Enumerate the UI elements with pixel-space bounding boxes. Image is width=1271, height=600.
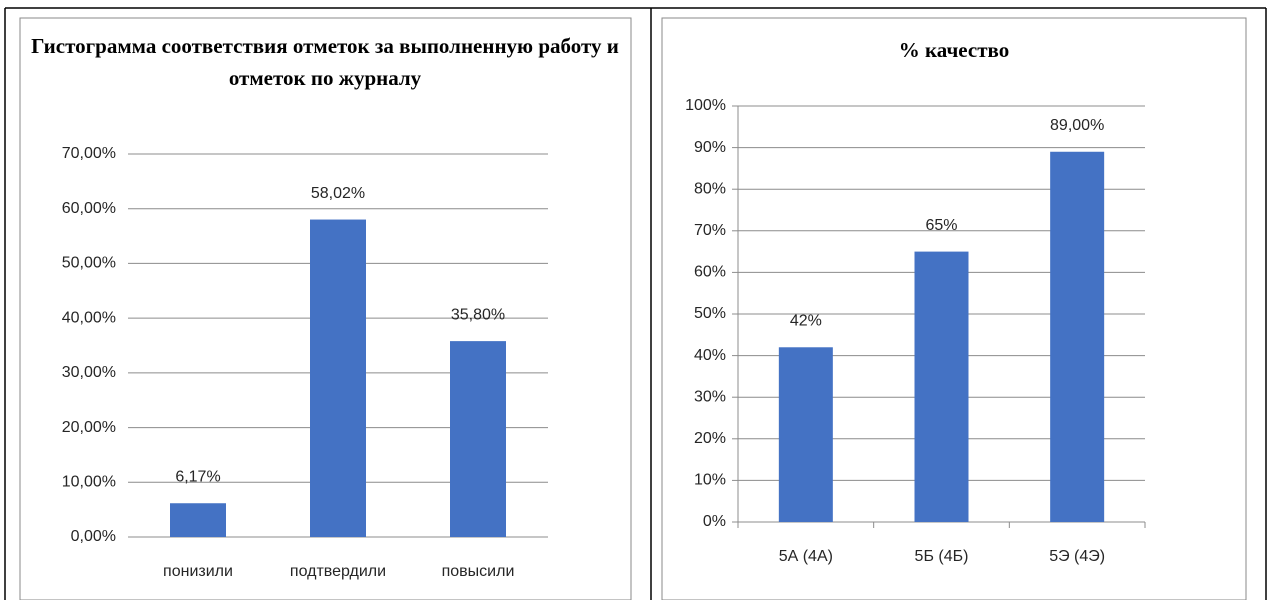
chart-title-box: Гистограмма соответствия отметок за выпо… xyxy=(31,34,619,90)
chart-title: Гистограмма соответствия отметок за выпо… xyxy=(31,34,619,90)
chart-frame xyxy=(661,17,1247,600)
y-tick-label: 10% xyxy=(694,472,726,489)
chart-title: % качество xyxy=(898,38,1010,62)
x-tick-label: 5Б (4Б) xyxy=(915,548,969,565)
y-tick-label: 0,00% xyxy=(71,528,116,545)
y-tick-label: 60% xyxy=(694,264,726,281)
y-tick-label: 20% xyxy=(694,430,726,447)
bar xyxy=(450,341,506,537)
chart-frame xyxy=(19,17,632,600)
y-tick-label: 70,00% xyxy=(62,145,116,162)
y-tick-label: 30,00% xyxy=(62,364,116,381)
y-tick-label: 10,00% xyxy=(62,474,116,491)
chart-title-box: % качество xyxy=(898,38,1010,62)
y-tick-label: 40,00% xyxy=(62,309,116,326)
x-tick-label: понизили xyxy=(163,563,233,580)
data-label: 6,17% xyxy=(175,468,220,485)
x-tick-label: повысили xyxy=(442,563,515,580)
y-tick-label: 90% xyxy=(694,139,726,156)
y-tick-label: 40% xyxy=(694,347,726,364)
x-tick-label: подтвердили xyxy=(290,563,386,580)
data-label: 35,80% xyxy=(451,306,505,323)
bar xyxy=(1050,151,1105,522)
data-label: 42% xyxy=(790,312,822,329)
y-tick-label: 0% xyxy=(703,513,726,530)
y-tick-label: 20,00% xyxy=(62,419,116,436)
x-tick-label: 5А (4А) xyxy=(779,548,833,565)
data-label: 58,02% xyxy=(311,185,365,202)
y-tick-label: 30% xyxy=(694,388,726,405)
y-tick-label: 80% xyxy=(694,180,726,197)
bar xyxy=(310,219,366,537)
x-tick-label: 5Э (4Э) xyxy=(1049,548,1105,565)
y-tick-label: 70% xyxy=(694,222,726,239)
y-tick-label: 50,00% xyxy=(62,255,116,272)
bar xyxy=(914,251,969,522)
data-label: 65% xyxy=(925,217,957,234)
y-tick-label: 50% xyxy=(694,305,726,322)
y-tick-label: 100% xyxy=(685,97,726,114)
bar xyxy=(778,347,833,522)
y-tick-label: 60,00% xyxy=(62,200,116,217)
bar xyxy=(170,503,226,537)
data-label: 89,00% xyxy=(1050,117,1104,134)
